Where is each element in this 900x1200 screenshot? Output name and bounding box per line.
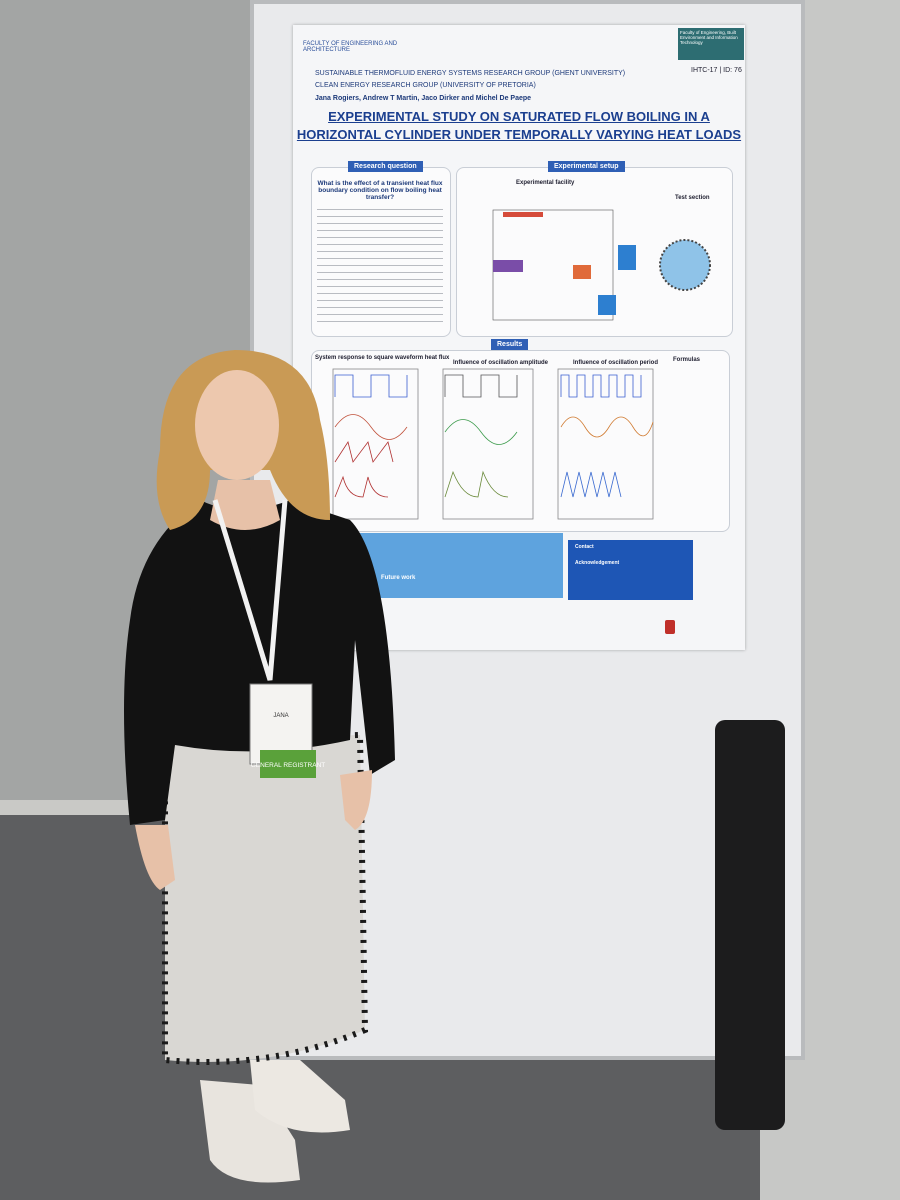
title: EXPERIMENTAL STUDY ON SATURATED FLOW BOI… [328, 109, 710, 124]
conference-id: IHTC-17 | ID: 76 [691, 67, 742, 74]
subheading: Contact [575, 544, 594, 550]
group: CLEAN ENERGY RESEARCH GROUP (UNIVERSITY … [315, 82, 536, 89]
contact-box [568, 540, 693, 600]
poster-tube [715, 720, 785, 1130]
curve [334, 414, 408, 440]
curve [334, 374, 408, 398]
body-text [317, 205, 443, 325]
panel-title: Influence of oscillation period [573, 360, 659, 366]
results-box [311, 350, 730, 532]
poster: FACULTY OF ENGINEERING AND ARCHITECTURE … [293, 25, 745, 650]
plot-frame [442, 368, 534, 520]
setup-diagram [492, 209, 711, 321]
badge-band [260, 750, 316, 778]
section-heading: Results [491, 339, 529, 350]
hand [340, 770, 372, 830]
curve [334, 475, 389, 498]
shoe [250, 1060, 350, 1133]
panel-title: System response to square waveform heat … [315, 355, 450, 361]
subheading: Test section [675, 195, 710, 201]
shoe [200, 1080, 300, 1183]
title: HORIZONTAL CYLINDER UNDER TEMPORALLY VAR… [296, 127, 742, 142]
authors: Jana Rogiers, Andrew T Martin, Jaco Dirk… [315, 95, 532, 102]
section-heading: Research question [348, 161, 423, 172]
sweater [124, 500, 395, 825]
condenser [573, 265, 591, 279]
curve [444, 419, 518, 445]
reservoir [598, 295, 616, 315]
conclusion-box [358, 533, 563, 598]
curve [560, 374, 642, 398]
curve [444, 470, 509, 498]
skirt [165, 735, 365, 1062]
subheading: Experimental facility [516, 180, 575, 186]
curve [334, 441, 394, 463]
plot-frame [557, 368, 654, 520]
panel-title: Formulas [673, 357, 701, 363]
plot-lines [332, 368, 654, 520]
logo-right: Faculty of Engineering, Built Environmen… [678, 28, 744, 60]
logo-left: FACULTY OF ENGINEERING AND ARCHITECTURE [303, 41, 398, 53]
group: SUSTAINABLE THERMOFLUID ENERGY SYSTEMS R… [315, 70, 626, 77]
curve [560, 471, 622, 498]
chiller [618, 245, 636, 270]
test-section [659, 239, 711, 291]
plot-frame [332, 368, 419, 520]
panel-title: Influence of oscillation amplitude [453, 360, 549, 366]
logo-small [665, 620, 675, 634]
badge-name: JANA [273, 713, 288, 719]
lanyard [212, 499, 288, 681]
neck [210, 480, 280, 530]
face [195, 370, 279, 480]
subheading: Acknowledgement [575, 560, 620, 566]
heater [503, 212, 543, 217]
result-plots [332, 368, 654, 520]
curve [560, 416, 654, 438]
hand [135, 825, 175, 890]
subheading: Future work [381, 575, 416, 581]
exchanger [493, 260, 523, 272]
research-question: What is the effect of a transient heat f… [317, 180, 443, 201]
section-heading: Experimental setup [548, 161, 625, 172]
badge-role: GENERAL REGISTRANT [251, 762, 326, 769]
curve [444, 374, 518, 398]
